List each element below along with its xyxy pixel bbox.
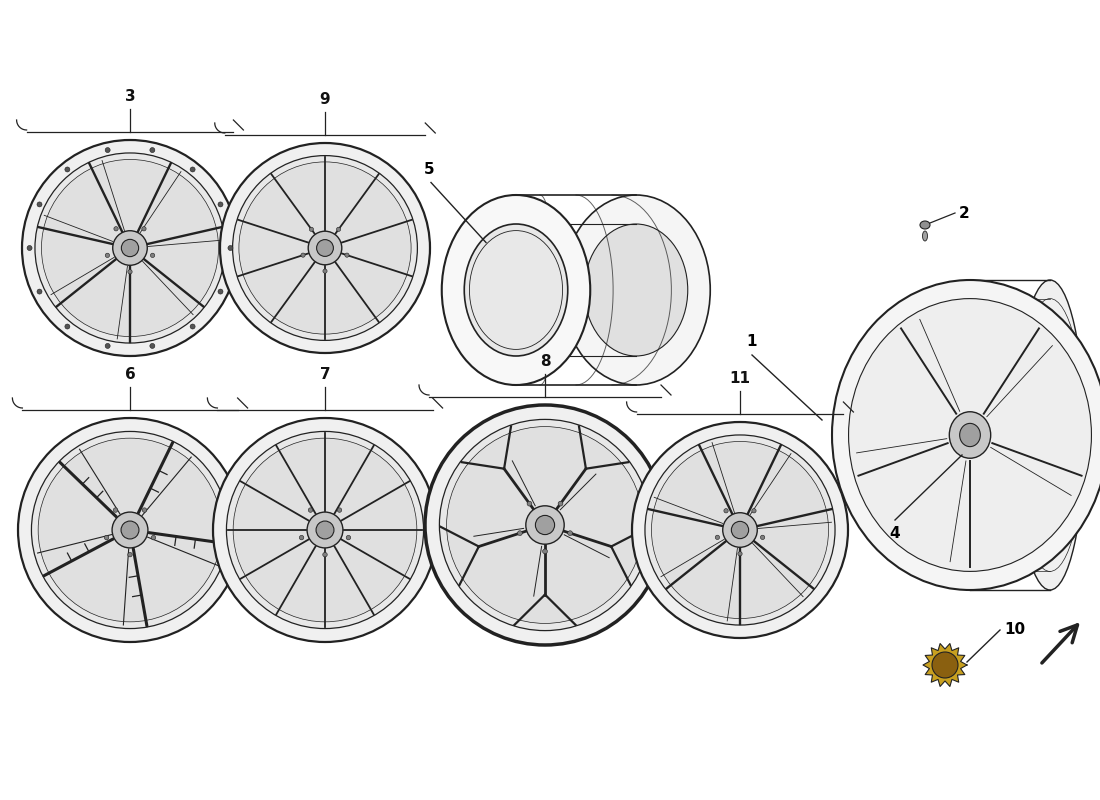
Ellipse shape: [128, 552, 132, 557]
Ellipse shape: [307, 512, 343, 548]
Ellipse shape: [308, 231, 342, 265]
Ellipse shape: [28, 246, 32, 250]
Ellipse shape: [35, 153, 226, 343]
Ellipse shape: [309, 227, 313, 231]
Ellipse shape: [32, 431, 229, 629]
Ellipse shape: [65, 324, 70, 329]
Ellipse shape: [760, 535, 764, 539]
Ellipse shape: [232, 155, 417, 341]
Ellipse shape: [308, 508, 312, 512]
Text: 2: 2: [959, 206, 970, 221]
Ellipse shape: [39, 438, 222, 622]
Ellipse shape: [337, 227, 341, 231]
Ellipse shape: [218, 202, 223, 207]
Ellipse shape: [932, 652, 958, 678]
Ellipse shape: [425, 405, 666, 645]
Ellipse shape: [112, 230, 147, 266]
Ellipse shape: [562, 195, 711, 385]
Ellipse shape: [923, 231, 927, 241]
Ellipse shape: [632, 422, 848, 638]
Ellipse shape: [228, 246, 233, 250]
Ellipse shape: [848, 298, 1091, 571]
Ellipse shape: [37, 202, 42, 207]
Ellipse shape: [106, 147, 110, 153]
Ellipse shape: [128, 270, 132, 274]
Ellipse shape: [220, 143, 430, 353]
Ellipse shape: [142, 508, 146, 512]
Ellipse shape: [526, 506, 564, 544]
Ellipse shape: [322, 552, 327, 557]
Ellipse shape: [345, 253, 349, 258]
Ellipse shape: [190, 324, 195, 329]
Ellipse shape: [142, 226, 146, 231]
Ellipse shape: [218, 289, 223, 294]
Text: 4: 4: [890, 526, 900, 541]
Text: 11: 11: [729, 371, 750, 386]
Ellipse shape: [732, 522, 749, 538]
Ellipse shape: [113, 508, 118, 512]
Ellipse shape: [114, 226, 118, 231]
Text: 3: 3: [124, 89, 135, 104]
Ellipse shape: [316, 521, 334, 539]
Text: 1: 1: [747, 334, 757, 349]
Ellipse shape: [751, 509, 756, 513]
Ellipse shape: [37, 289, 42, 294]
Ellipse shape: [104, 535, 109, 540]
Ellipse shape: [542, 549, 548, 554]
Ellipse shape: [959, 423, 980, 446]
Ellipse shape: [106, 253, 110, 258]
Text: 6: 6: [124, 367, 135, 382]
Text: 7: 7: [320, 367, 330, 382]
Ellipse shape: [920, 221, 929, 229]
Text: 9: 9: [320, 92, 330, 107]
Text: 5: 5: [424, 162, 434, 178]
Ellipse shape: [447, 426, 644, 623]
Ellipse shape: [558, 502, 563, 506]
Ellipse shape: [338, 508, 342, 512]
Ellipse shape: [832, 280, 1100, 590]
Ellipse shape: [645, 435, 835, 625]
Ellipse shape: [233, 438, 417, 622]
Ellipse shape: [106, 343, 110, 349]
Text: 8: 8: [540, 354, 550, 369]
Ellipse shape: [22, 140, 238, 356]
Ellipse shape: [568, 530, 572, 535]
Ellipse shape: [150, 147, 155, 153]
Ellipse shape: [439, 419, 650, 630]
Ellipse shape: [346, 535, 351, 540]
Ellipse shape: [464, 224, 568, 356]
Ellipse shape: [121, 521, 139, 539]
Ellipse shape: [527, 502, 532, 506]
Text: 10: 10: [1004, 622, 1025, 638]
Ellipse shape: [301, 253, 305, 258]
Ellipse shape: [1015, 280, 1085, 590]
Ellipse shape: [65, 167, 70, 172]
Ellipse shape: [121, 239, 139, 257]
Ellipse shape: [517, 530, 522, 535]
Ellipse shape: [299, 535, 304, 540]
Ellipse shape: [536, 515, 554, 534]
Ellipse shape: [18, 418, 242, 642]
Ellipse shape: [151, 253, 155, 258]
Ellipse shape: [442, 195, 591, 385]
Ellipse shape: [317, 240, 333, 256]
Ellipse shape: [651, 442, 828, 618]
Ellipse shape: [151, 535, 156, 540]
Ellipse shape: [584, 224, 688, 356]
Ellipse shape: [715, 535, 719, 539]
Ellipse shape: [738, 552, 742, 556]
Ellipse shape: [42, 159, 219, 337]
Ellipse shape: [112, 512, 147, 548]
Ellipse shape: [724, 509, 728, 513]
Ellipse shape: [239, 162, 411, 334]
Ellipse shape: [190, 167, 195, 172]
Ellipse shape: [227, 431, 424, 629]
Polygon shape: [923, 643, 967, 686]
Ellipse shape: [723, 513, 757, 547]
Ellipse shape: [323, 269, 327, 274]
Ellipse shape: [150, 343, 155, 349]
Ellipse shape: [949, 412, 991, 458]
Ellipse shape: [213, 418, 437, 642]
